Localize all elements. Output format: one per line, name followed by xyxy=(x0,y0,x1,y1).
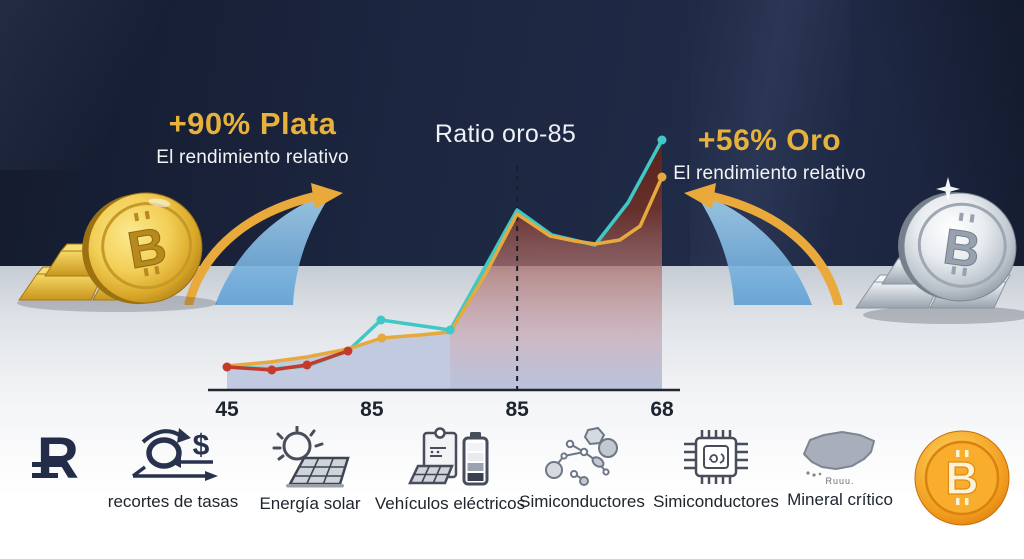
critical-mineral-icon xyxy=(803,431,875,477)
gold-bitcoin-coin-image: B xyxy=(17,192,217,312)
semiconductors-chip-icon xyxy=(684,430,748,484)
x-tick-label: 45 xyxy=(215,398,239,421)
data-point-dot xyxy=(657,172,667,182)
semiconductors-molecules-icon xyxy=(545,426,618,486)
data-point-dot xyxy=(302,360,312,370)
gold-performance-callout: +56% Oro El rendimiento relativo xyxy=(642,124,897,185)
data-point-dot xyxy=(222,362,232,372)
bitcoin-icon: B xyxy=(914,430,1010,526)
rate-cuts-icon: $ xyxy=(131,428,218,481)
svg-text:$: $ xyxy=(193,429,210,462)
area-fill-maroon xyxy=(450,140,662,390)
map-caption: Ruuu. xyxy=(825,476,855,486)
up-right-arrow-icon xyxy=(184,183,343,305)
series-line-2 xyxy=(225,349,350,372)
x-tick-label: 85 xyxy=(360,398,384,421)
sparkle-icon xyxy=(936,177,960,201)
solar-energy-icon xyxy=(272,426,350,488)
footer-item: Energía solar xyxy=(230,426,390,514)
x-tick-label: 68 xyxy=(650,398,674,421)
gold-gain-subline: El rendimiento relativo xyxy=(673,163,866,184)
series-line-1 xyxy=(225,175,664,368)
currency-r-icon: R xyxy=(32,426,79,490)
silver-gain-subline: El rendimiento relativo xyxy=(156,147,349,168)
footer-item: Simiconductores xyxy=(502,426,662,512)
data-point-dot xyxy=(377,333,387,343)
footer-item: $ recortes de tasas xyxy=(93,426,253,512)
svg-text:R: R xyxy=(37,426,79,490)
data-point-dot xyxy=(445,325,455,335)
svg-text:B: B xyxy=(945,452,978,504)
data-point-dot xyxy=(657,135,667,145)
up-left-arrow-icon xyxy=(684,183,843,305)
footer-item-label: Vehículos eléctricos xyxy=(374,494,526,513)
footer-item-label: Simiconductores xyxy=(519,492,645,511)
silver-gain-headline: +90% Plata xyxy=(168,106,337,141)
x-tick-label: 85 xyxy=(505,398,529,421)
footer-item: Simiconductores xyxy=(636,426,796,512)
footer-item-label: recortes de tasas xyxy=(107,492,239,511)
ratio-line-chart: 45 85 85 68 xyxy=(208,135,680,421)
footer-item-label: Simiconductores xyxy=(653,492,779,511)
footer-item: R xyxy=(0,426,138,490)
footer-item: Ruuu. Mineral crítico xyxy=(760,426,920,510)
data-point-dot xyxy=(376,315,386,325)
gold-gain-headline: +56% Oro xyxy=(697,124,842,157)
chart-title: Ratio oro-85 xyxy=(434,120,577,148)
electric-vehicles-icon xyxy=(408,427,489,486)
footer-item-label: Energía solar xyxy=(259,494,361,513)
footer-item: B xyxy=(882,426,1024,530)
data-point-dot xyxy=(267,365,277,375)
silver-performance-callout: +90% Plata El rendimiento relativo xyxy=(125,106,380,169)
svg-text:B: B xyxy=(940,218,984,278)
footer-item: Vehículos eléctricos xyxy=(370,426,530,514)
footer-item-label: Mineral crítico xyxy=(787,490,893,509)
data-point-dot xyxy=(343,346,353,356)
silver-bitcoin-coin-image: B xyxy=(855,177,1024,324)
